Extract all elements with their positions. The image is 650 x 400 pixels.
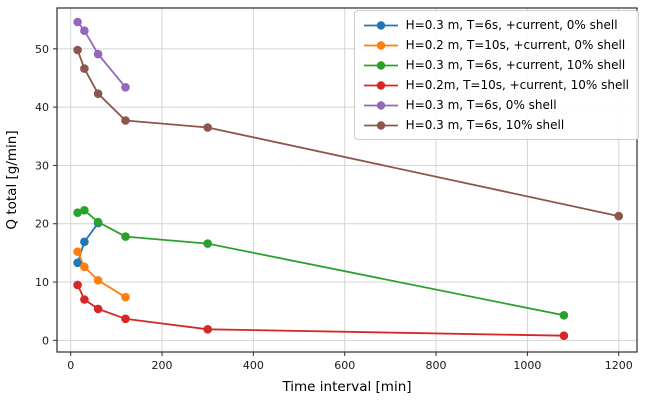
- data-point: [73, 258, 82, 268]
- legend-key-swatch: [363, 40, 398, 50]
- data-point: [203, 123, 212, 132]
- legend-label: H=0.3 m, T=6s, 0% shell: [405, 98, 557, 112]
- x-tick-label: 800: [426, 359, 447, 372]
- legend-label: H=0.2 m, T=10s, +current, 0% shell: [405, 38, 626, 52]
- data-point: [121, 83, 130, 92]
- data-point: [73, 45, 82, 55]
- data-point: [121, 314, 130, 324]
- legend-key-swatch: [363, 80, 398, 90]
- legend-marker-icon: [376, 80, 385, 90]
- x-tick-label: 1200: [605, 359, 633, 372]
- legend-marker-icon: [376, 100, 385, 110]
- legend-item: H=0.3 m, T=6s, 0% shell: [363, 96, 629, 114]
- legend-label: H=0.3 m, T=6s, +current, 10% shell: [405, 58, 626, 72]
- x-tick-label: 1000: [513, 359, 541, 372]
- data-point: [73, 17, 82, 27]
- legend-item: H=0.3 m, T=6s, +current, 0% shell: [363, 16, 629, 34]
- data-point: [614, 211, 623, 221]
- legend-key-swatch: [363, 120, 398, 130]
- legend-key-swatch: [363, 60, 398, 70]
- data-point: [121, 292, 130, 302]
- series-line: [77, 209, 565, 317]
- y-tick-label: 0: [42, 334, 49, 347]
- data-point: [203, 325, 212, 334]
- data-point: [80, 295, 89, 304]
- x-tick-label: 600: [334, 359, 355, 372]
- data-point: [93, 304, 103, 314]
- y-tick-label: 40: [35, 101, 49, 114]
- legend-marker-icon: [376, 40, 385, 50]
- legend-label: H=0.2m, T=10s, +current, 10% shell: [405, 78, 629, 92]
- legend-key-swatch: [363, 20, 398, 30]
- legend-item: H=0.3 m, T=6s, +current, 10% shell: [363, 56, 629, 74]
- data-point: [121, 116, 130, 125]
- data-point: [559, 331, 569, 341]
- x-axis-title: Time interval [min]: [281, 379, 411, 395]
- axis-layer: 0 200 400 600 800 1000 1200 0 10 20 30 40 50: [35, 43, 633, 372]
- data-point: [80, 64, 89, 73]
- legend-marker-icon: [376, 20, 385, 30]
- y-tick-label: 10: [35, 276, 49, 289]
- series-line: [76, 284, 564, 337]
- legend-label: H=0.3 m, T=6s, +current, 0% shell: [405, 18, 618, 32]
- legend-key-swatch: [363, 100, 398, 110]
- data-point: [73, 247, 82, 256]
- y-axis-title: Q total [g/min]: [4, 130, 20, 229]
- data-point: [80, 262, 89, 272]
- series-line: [76, 251, 126, 298]
- series-layer: [73, 17, 623, 341]
- data-point: [121, 232, 130, 241]
- data-point: [80, 26, 89, 35]
- data-point: [93, 276, 103, 285]
- legend-item: H=0.2 m, T=10s, +current, 0% shell: [363, 36, 629, 54]
- series-line: [76, 21, 127, 88]
- x-tick-label: 400: [243, 359, 264, 372]
- data-point: [559, 311, 569, 320]
- plot-border: [56, 7, 638, 353]
- legend-item: H=0.2m, T=10s, +current, 10% shell: [363, 76, 629, 94]
- x-tick-label: 0: [67, 359, 74, 372]
- y-tick-label: 20: [35, 218, 49, 231]
- data-point: [93, 217, 103, 227]
- y-tick-label: 50: [35, 43, 49, 56]
- data-point: [73, 280, 82, 290]
- legend: H=0.3 m, T=6s, +current, 0% shell H=0.2 m…: [353, 10, 639, 140]
- data-point: [93, 89, 103, 98]
- y-tick-label: 30: [35, 159, 49, 172]
- data-point: [80, 237, 89, 247]
- data-point: [93, 49, 103, 59]
- legend-marker-icon: [376, 60, 385, 70]
- data-point: [203, 239, 212, 248]
- data-point: [73, 208, 82, 217]
- data-point: [80, 206, 89, 215]
- x-tick-label: 200: [152, 359, 173, 372]
- legend-marker-icon: [376, 120, 385, 130]
- legend-item: H=0.3 m, T=6s, 10% shell: [363, 116, 629, 134]
- legend-label: H=0.3 m, T=6s, 10% shell: [405, 118, 565, 132]
